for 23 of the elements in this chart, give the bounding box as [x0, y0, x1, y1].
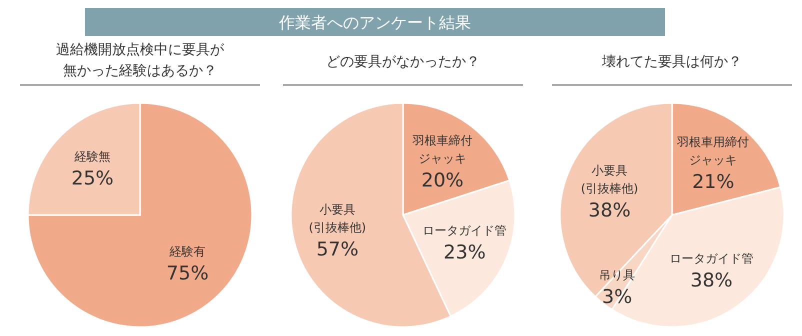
text: 作業者へのアンケート結果	[278, 13, 471, 32]
data-label: 23%	[444, 242, 486, 264]
chart-title: 壊れてた要具は何か？	[601, 54, 742, 70]
data-label: 3%	[602, 286, 632, 308]
data-label: 38%	[588, 199, 631, 222]
data-label: 57%	[316, 238, 359, 261]
slice-label: 経験無	[73, 149, 110, 164]
chart-title: どの要具がなかったか？	[326, 54, 480, 70]
slice-label: 吊り具	[599, 268, 636, 282]
slice-label: 羽根車締付ジャッキ	[412, 134, 472, 166]
data-label: 38%	[690, 269, 733, 292]
slice-label: 羽根車用締付ジャッキ	[676, 134, 750, 167]
slice-label: 小要具(引抜棒他)	[308, 202, 366, 235]
slice-label: ロータガイド管	[422, 224, 507, 238]
data-label: 75%	[166, 262, 209, 285]
chart-title: 過給機開放点検中に要具が無かった経験はあるか？	[56, 42, 225, 79]
data-label: 25%	[71, 167, 114, 190]
slice-label: ロータガイド管	[670, 251, 754, 266]
slice-label: 経験有	[168, 244, 206, 259]
pie-slice	[27, 102, 253, 328]
data-label: 20%	[421, 170, 464, 192]
slice-label: 小要具(引抜棒他)	[580, 163, 638, 196]
data-label: 21%	[692, 170, 734, 193]
